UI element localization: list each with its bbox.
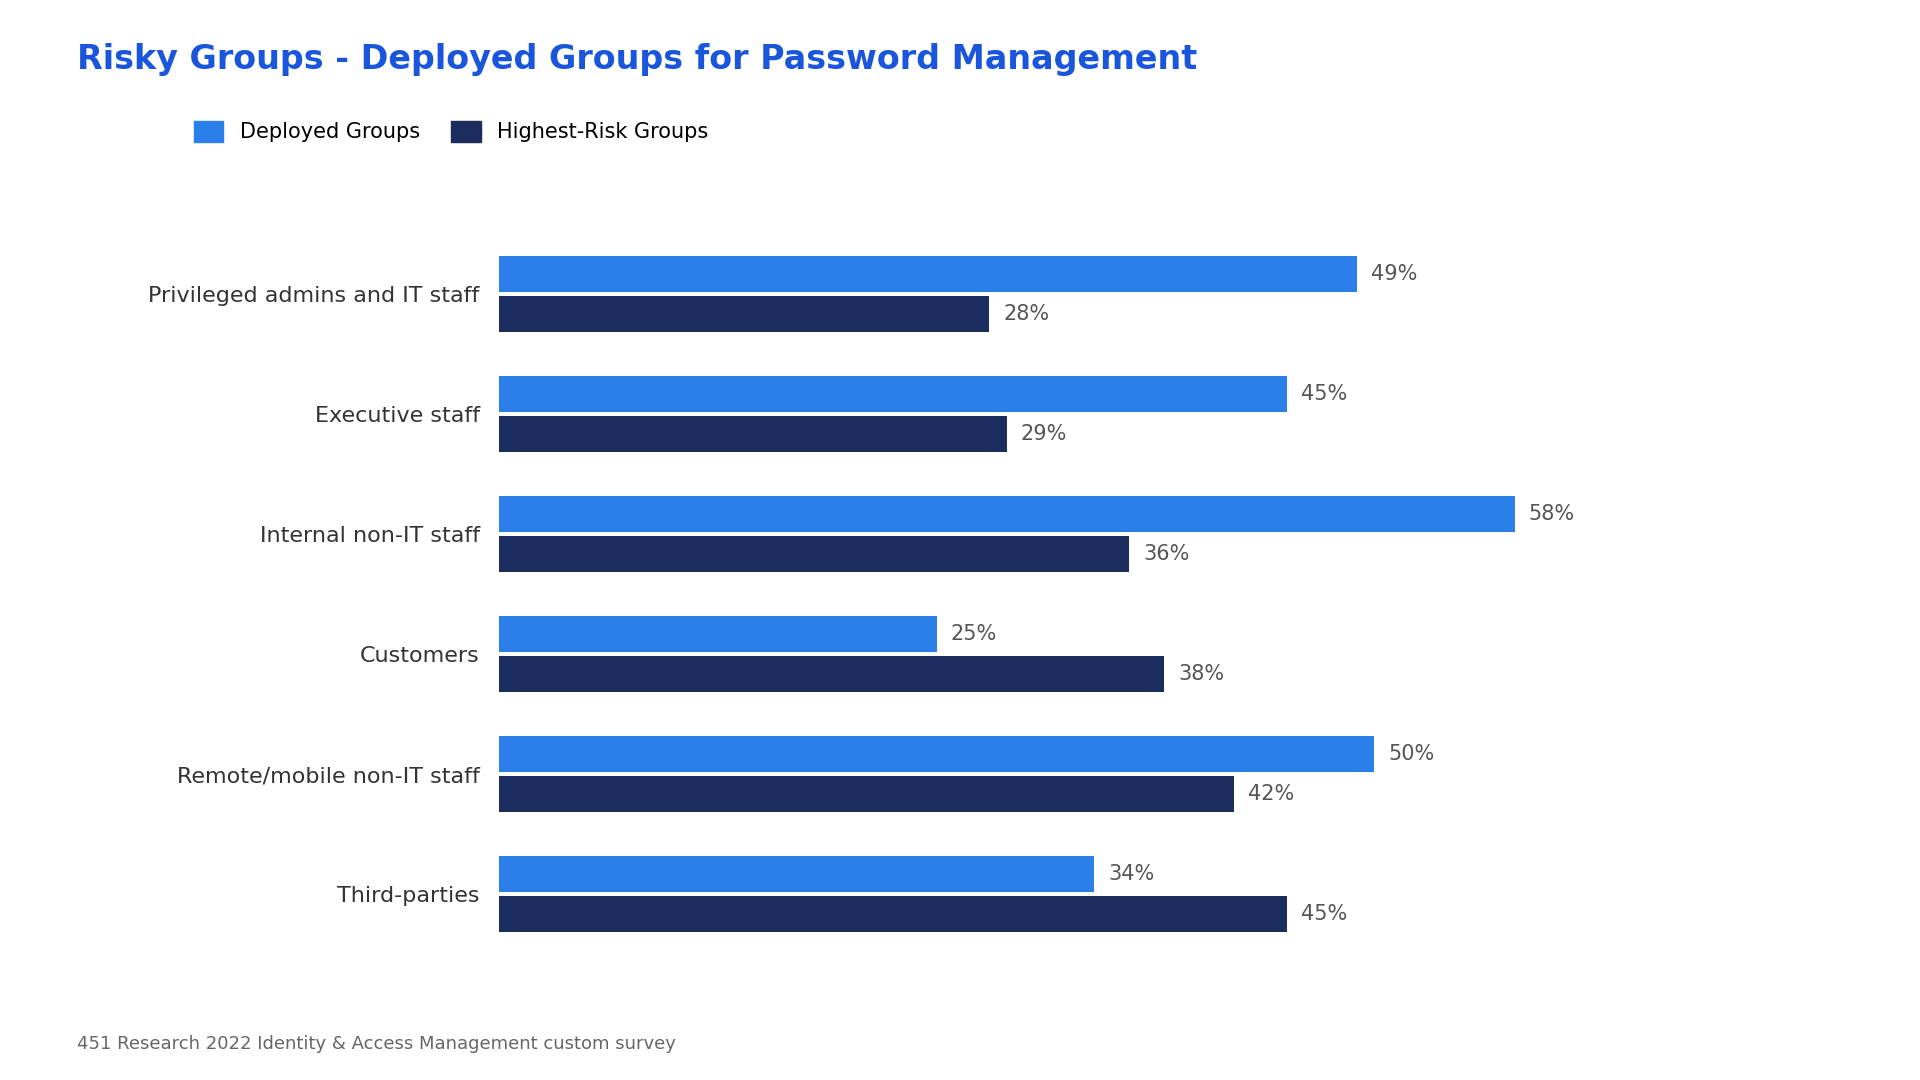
Bar	[499, 417, 1006, 453]
Text: Risky Groups - Deployed Groups for Password Management: Risky Groups - Deployed Groups for Passw…	[77, 43, 1196, 77]
Bar	[499, 496, 1515, 531]
Bar	[499, 537, 1129, 572]
Text: 29%: 29%	[1021, 424, 1068, 444]
Bar	[499, 896, 1286, 932]
Text: 34%: 34%	[1108, 864, 1154, 883]
Legend: Deployed Groups, Highest-Risk Groups: Deployed Groups, Highest-Risk Groups	[194, 121, 708, 143]
Bar	[499, 735, 1375, 771]
Text: 28%: 28%	[1004, 305, 1050, 324]
Text: 451 Research 2022 Identity & Access Management custom survey: 451 Research 2022 Identity & Access Mana…	[77, 1035, 676, 1053]
Text: 58%: 58%	[1528, 503, 1574, 524]
Bar	[499, 616, 937, 651]
Text: 50%: 50%	[1388, 744, 1434, 764]
Text: 42%: 42%	[1248, 784, 1294, 805]
Text: 36%: 36%	[1144, 544, 1190, 565]
Bar	[499, 657, 1164, 692]
Text: 49%: 49%	[1371, 264, 1417, 284]
Text: 38%: 38%	[1179, 664, 1225, 685]
Bar	[499, 777, 1235, 812]
Bar	[499, 256, 1357, 292]
Text: 45%: 45%	[1302, 383, 1348, 404]
Bar	[499, 296, 989, 333]
Text: 45%: 45%	[1302, 904, 1348, 924]
Bar	[499, 855, 1094, 892]
Text: 25%: 25%	[950, 623, 996, 644]
Bar	[499, 376, 1286, 411]
